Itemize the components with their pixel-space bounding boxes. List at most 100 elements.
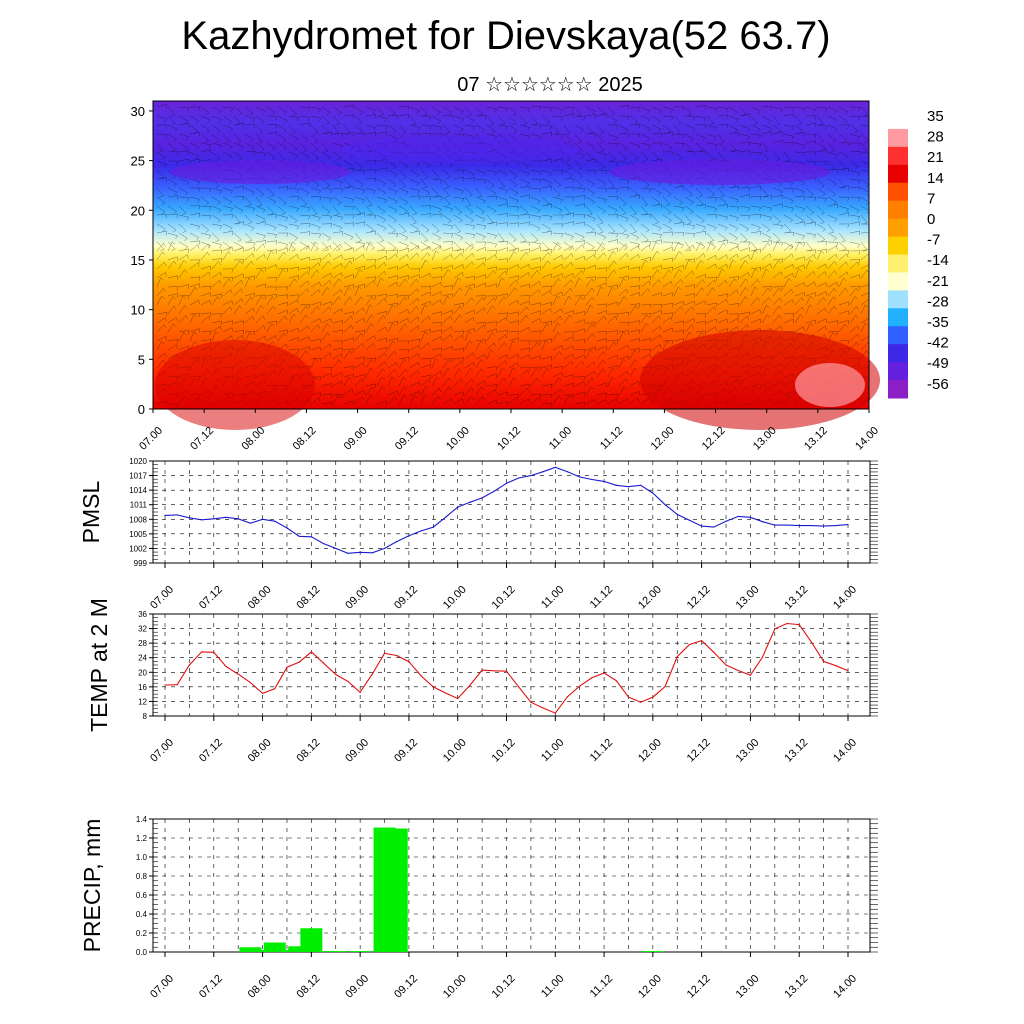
- precip-bar: [385, 828, 408, 952]
- data-point: [176, 684, 178, 686]
- y-tick-label: 1017: [129, 472, 147, 481]
- data-point: [286, 666, 288, 668]
- data-point: [444, 516, 447, 518]
- y-tick-label: 999: [134, 559, 148, 568]
- colorbar-label: -35: [927, 314, 949, 331]
- x-tick-label: 14.00: [831, 973, 859, 1001]
- x-tick-label: 09.00: [342, 425, 370, 453]
- data-point: [188, 517, 190, 519]
- data-point: [261, 692, 264, 695]
- y-tick-label: 20: [131, 203, 145, 218]
- x-tick-label: 08.12: [295, 584, 323, 612]
- data-point: [359, 691, 361, 693]
- x-tick-label: 11.12: [598, 425, 625, 452]
- data-point: [603, 480, 605, 482]
- precip-bar: [275, 950, 298, 952]
- panel-frame: [152, 613, 871, 717]
- colorbar-swatch: [888, 254, 908, 273]
- data-point: [835, 525, 837, 527]
- y-tick-label: 0: [138, 402, 145, 417]
- x-tick-label: 10.00: [441, 737, 469, 765]
- data-point: [469, 684, 471, 687]
- data-point: [591, 677, 593, 679]
- colorbar-swatch: [888, 128, 908, 148]
- x-tick-label: 08.00: [246, 584, 274, 612]
- data-point: [408, 661, 410, 663]
- page-subtitle: 07 ☆☆☆☆☆☆ 2025: [457, 74, 643, 96]
- data-point: [627, 696, 630, 698]
- data-point: [566, 471, 569, 473]
- data-point: [432, 526, 434, 528]
- precip-bar: [239, 947, 262, 952]
- data-point: [737, 515, 739, 517]
- data-point: [725, 664, 727, 666]
- data-point: [335, 673, 337, 676]
- colorbar-swatch: [888, 182, 908, 202]
- x-tick-label: 12.12: [685, 584, 713, 612]
- x-tick-label: 14.00: [831, 584, 859, 612]
- data-point: [383, 547, 386, 550]
- y-tick-label: 0.0: [136, 948, 148, 957]
- data-point: [786, 622, 788, 625]
- x-tick-label: 12.00: [636, 973, 664, 1001]
- data-point: [810, 641, 813, 643]
- x-tick-label: 09.12: [392, 973, 420, 1001]
- data-point: [298, 535, 300, 537]
- y-axis-label: PMSL: [78, 480, 104, 543]
- x-tick-label: 07.00: [148, 584, 176, 612]
- colorbar-swatch: [888, 146, 908, 166]
- data-point: [481, 497, 483, 499]
- data-point: [188, 664, 190, 666]
- y-tick-label: 0.6: [136, 891, 148, 900]
- colorbar-label: -7: [927, 232, 940, 249]
- cold-band: [170, 160, 350, 184]
- data-point: [274, 520, 276, 522]
- data-point: [371, 552, 373, 554]
- heatmap-features: [156, 104, 869, 408]
- y-tick-label: 15: [131, 253, 145, 268]
- colorbar-label: 21: [927, 149, 944, 166]
- x-tick-label: 11.12: [588, 973, 615, 1000]
- x-tick-label: 14.00: [831, 737, 859, 765]
- data-point: [347, 680, 349, 682]
- data-point: [420, 675, 422, 677]
- data-point: [676, 656, 678, 658]
- data-point: [798, 525, 800, 527]
- x-tick-label: 10.00: [444, 425, 472, 453]
- cold-band: [340, 136, 580, 164]
- x-tick-label: 12.12: [685, 973, 713, 1001]
- x-tick-label: 13.12: [782, 584, 810, 612]
- x-tick-label: 11.00: [539, 584, 566, 611]
- data-point: [615, 484, 617, 486]
- data-point: [566, 696, 569, 698]
- x-tick-label: 09.12: [393, 425, 421, 453]
- data-point: [444, 692, 447, 694]
- data-point: [725, 520, 727, 522]
- data-point: [774, 628, 776, 630]
- x-tick-label: 12.12: [700, 425, 728, 453]
- data-point: [664, 504, 666, 506]
- data-point: [469, 501, 471, 503]
- data-point: [420, 530, 422, 532]
- x-tick-label: 09.12: [392, 737, 420, 765]
- data-point: [237, 673, 239, 675]
- x-tick-label: 07.12: [197, 973, 225, 1001]
- data-point: [579, 685, 581, 687]
- colorbar-swatch: [888, 236, 908, 255]
- colorbar-swatch: [888, 200, 908, 220]
- x-tick-label: 13.00: [734, 973, 762, 1001]
- y-tick-label: 1014: [129, 486, 147, 495]
- y-tick-label: 8: [143, 712, 148, 721]
- data-point: [664, 685, 666, 688]
- colorbar-label: -28: [927, 293, 949, 310]
- data-point: [396, 654, 398, 657]
- data-point: [847, 670, 849, 672]
- x-tick-label: 11.00: [539, 737, 566, 764]
- data-point: [749, 674, 752, 676]
- data-point: [249, 681, 251, 684]
- precip-bar: [324, 951, 347, 952]
- y-tick-label: 1002: [129, 544, 147, 553]
- data-point: [225, 665, 227, 668]
- data-point: [701, 525, 703, 527]
- y-tick-label: 24: [138, 654, 147, 663]
